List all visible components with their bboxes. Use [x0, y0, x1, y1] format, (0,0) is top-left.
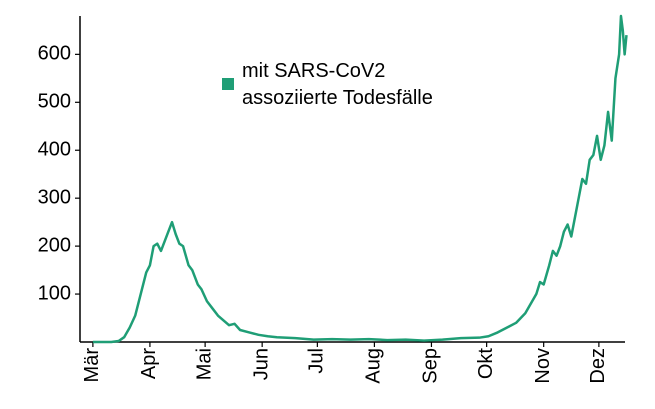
y-tick-label: 200 [38, 234, 71, 256]
legend-label: mit SARS-CoV2 assoziierte Todesfälle [242, 60, 433, 109]
y-tick-label: 400 [38, 139, 71, 161]
legend: mit SARS-CoV2 assoziierte Todesfälle [242, 60, 433, 109]
x-tick-label: Aug [363, 348, 385, 384]
y-tick-label: 100 [38, 282, 71, 304]
y-tick-label: 500 [38, 91, 71, 113]
line [92, 14, 628, 344]
x-tick-label: Mai [193, 348, 215, 380]
x-tick-label: Sep [420, 348, 442, 384]
x-tick-label: Nov [532, 348, 554, 384]
y-tick-label: 300 [38, 186, 71, 208]
x-tick-label: Apr [138, 348, 160, 379]
x-tick-label: Jul [306, 348, 328, 374]
x-tick-label: Mär [81, 348, 103, 383]
y-tick-label: 600 [38, 43, 71, 65]
x-tick-label: Dez [587, 348, 609, 384]
x-tick-label: Okt [475, 348, 497, 380]
x-tick-label: Jun [250, 348, 272, 380]
legend-swatch [222, 78, 234, 90]
